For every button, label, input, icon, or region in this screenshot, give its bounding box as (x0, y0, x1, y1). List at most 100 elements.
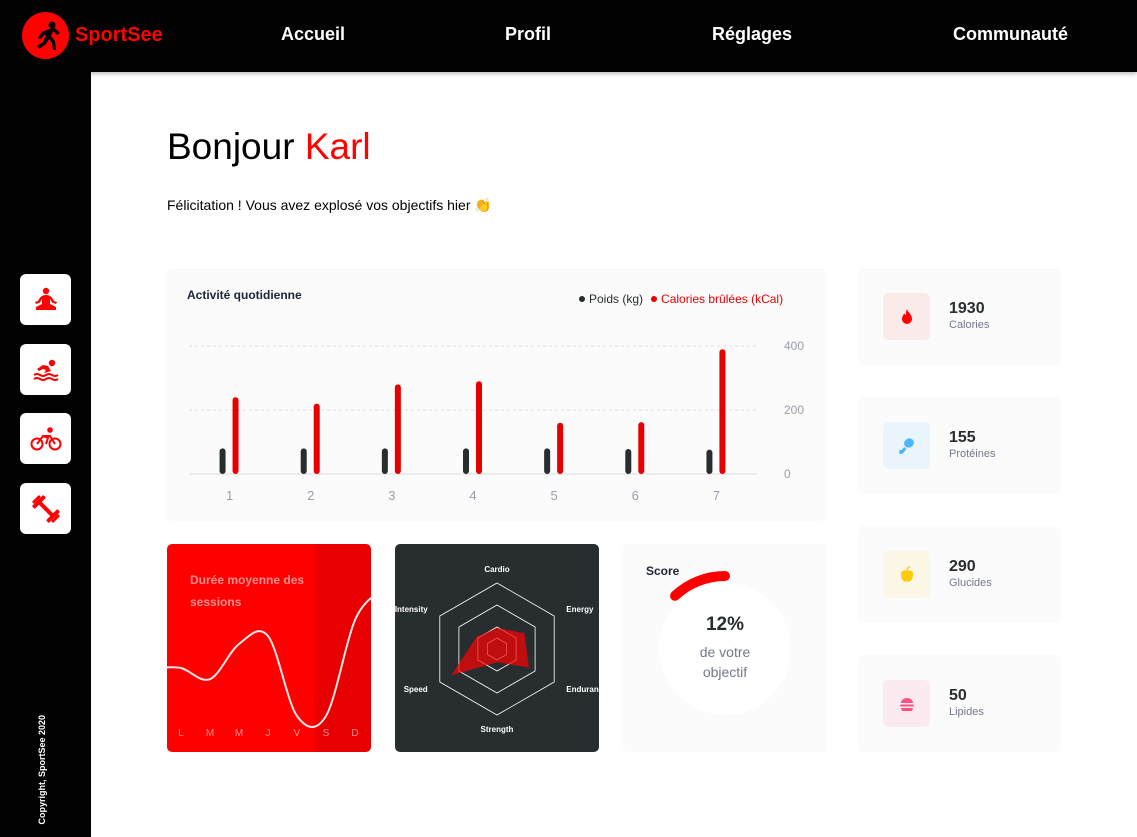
radar-label: Intensity (395, 605, 428, 614)
proteins-label: Protéines (949, 448, 996, 460)
y-tick-label: 200 (784, 403, 804, 417)
legend-weight-label: Poids (kg) (589, 292, 644, 306)
proteins-card: 155 Protéines (858, 397, 1061, 494)
top-navigation: SportSee Accueil Profil Réglages Communa… (0, 0, 1137, 72)
congrats-message: Félicitation ! Vous avez explosé vos obj… (167, 197, 492, 213)
x-tick-label: 2 (307, 488, 314, 503)
activity-legend: Poids (kg) Calories brûlées (kCal) (579, 292, 791, 306)
lipids-label: Lipides (949, 706, 984, 718)
logo-text: SportSee (75, 24, 163, 46)
calories-card: 1930 Calories (858, 268, 1061, 365)
day-label: M (206, 728, 214, 739)
score-title: Score (646, 564, 680, 578)
swimming-button[interactable] (20, 344, 71, 395)
score-text: 12% de votre objectif (659, 614, 791, 682)
weight-bar (463, 448, 469, 474)
sessions-title: Durée moyenne des sessions (190, 573, 305, 609)
sidebar: Copyright, SportSee 2020 (0, 72, 91, 837)
calorie-bar (394, 384, 401, 474)
swimming-icon (32, 359, 59, 381)
activity-title: Activité quotidienne (187, 288, 302, 302)
activity-bars: 0 200 400 1 2 3 4 5 6 7 (189, 339, 804, 503)
weight-bar (219, 448, 226, 474)
y-tick-label: 0 (784, 467, 791, 481)
y-tick-label: 400 (784, 339, 804, 353)
day-label: J (266, 728, 271, 739)
calories-value: 1930 (949, 300, 985, 317)
radar-label: Cardio (484, 565, 509, 574)
day-label: D (351, 728, 358, 739)
weight-bar (300, 448, 307, 474)
chicken-icon (883, 422, 930, 469)
radar-grid (458, 604, 536, 694)
yoga-button[interactable] (20, 274, 71, 325)
x-tick-label: 4 (469, 488, 476, 503)
score-label: de votre objectif (659, 642, 791, 682)
weight-bar (544, 448, 551, 474)
score-background (659, 583, 791, 715)
fire-icon (883, 293, 930, 340)
x-tick-label: 5 (551, 488, 558, 503)
score-arc (670, 571, 730, 601)
carbs-value: 290 (949, 558, 976, 575)
weight-bar (706, 449, 713, 474)
score-ring (659, 571, 791, 715)
lipids-card: 50 Lipides (858, 655, 1061, 752)
score-card: Score 12% de votre objectif (623, 544, 827, 752)
apple-icon (883, 551, 930, 598)
radar-grid (439, 582, 555, 716)
carbs-card: 290 Glucides (858, 526, 1061, 623)
copyright: Copyright, SportSee 2020 (37, 715, 47, 825)
calorie-bar (476, 381, 482, 474)
radar-label: Endurance (566, 685, 599, 694)
legend-weight: Poids (kg) (579, 292, 643, 306)
score-percent: 12% (705, 614, 745, 635)
day-label: S (323, 728, 330, 739)
sessions-line (167, 596, 371, 728)
cycling-button[interactable] (20, 413, 71, 464)
calories-label: Calories (949, 319, 990, 331)
weight-bar (381, 448, 388, 474)
lipids-value: 50 (949, 687, 967, 704)
sessions-card: Durée moyenne des sessions L M M J V S D (167, 544, 371, 752)
nav-accueil[interactable]: Accueil (281, 24, 346, 44)
weight-bar (625, 449, 632, 474)
legend-calories-dot (651, 296, 658, 302)
legend-calories-label: Calories brûlées (kCal) (661, 292, 784, 306)
radar-label: Speed (404, 685, 428, 694)
calorie-bar (232, 397, 239, 474)
calorie-bar (557, 422, 564, 474)
radar-label: Energy (566, 605, 594, 614)
score-label-line2: objectif (702, 664, 748, 680)
dumbbell-icon (31, 494, 60, 523)
logo[interactable]: SportSee (22, 12, 163, 59)
x-tick-label: 6 (632, 488, 639, 503)
carbs-label: Glucides (949, 577, 992, 589)
calorie-bar (719, 349, 726, 474)
burger-icon (883, 680, 930, 727)
calorie-bar (313, 403, 320, 474)
cycling-icon (30, 426, 61, 450)
score-label-line1: de votre (699, 644, 751, 660)
yoga-icon (34, 287, 57, 310)
day-label: L (178, 728, 184, 739)
legend-weight-dot (579, 296, 585, 302)
runner-icon (22, 12, 69, 59)
proteins-value: 155 (949, 429, 976, 446)
nav-reglages[interactable]: Réglages (712, 24, 793, 44)
nav-profil[interactable]: Profil (505, 24, 552, 44)
legend-calories: Calories brûlées (kCal) (651, 292, 783, 306)
radar-label: Strength (481, 725, 514, 734)
activity-chart: Activité quotidienne Poids (kg) Calories… (167, 268, 826, 521)
day-label: M (235, 728, 243, 739)
x-tick-label: 7 (713, 488, 720, 503)
dumbbell-button[interactable] (20, 483, 71, 534)
performance-radar: Cardio Energy Endurance Strength Speed Intens… (395, 565, 599, 734)
day-label: V (294, 728, 301, 739)
greeting-word: Bonjour (167, 126, 295, 167)
x-tick-label: 3 (388, 488, 395, 503)
nav-communaute[interactable]: Communauté (953, 24, 1069, 44)
x-tick-label: 1 (226, 488, 233, 503)
greeting: Bonjour Karl (167, 126, 371, 168)
